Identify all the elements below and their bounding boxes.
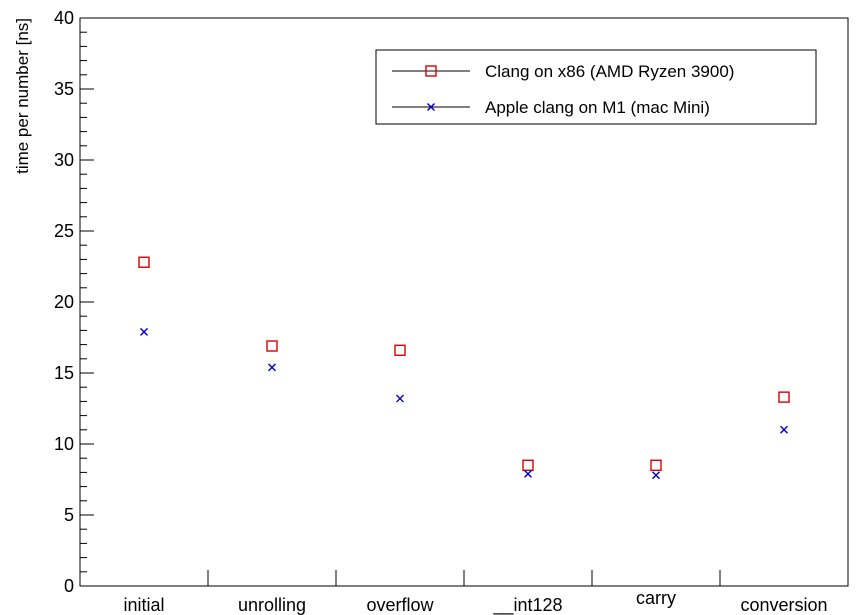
y-tick-label: 30 (54, 150, 74, 170)
data-point (778, 391, 790, 403)
marker-cross-stroke (524, 469, 532, 478)
data-points (138, 256, 790, 480)
marker-square (425, 65, 437, 77)
x-category-label: carry (636, 588, 676, 608)
marker-square (522, 459, 534, 471)
x-category-label: initial (123, 595, 164, 615)
y-tick-label: 35 (54, 79, 74, 99)
data-point (394, 344, 406, 356)
y-tick-label: 25 (54, 221, 74, 241)
data-point (396, 394, 404, 403)
x-category-label: __int128 (492, 595, 562, 615)
marker-cross-stroke (652, 471, 660, 480)
legend-label: Apple clang on M1 (mac Mini) (485, 98, 710, 117)
data-point (140, 327, 148, 336)
marker-square (138, 256, 150, 268)
y-tick-label: 5 (64, 505, 74, 525)
marker-square (266, 340, 278, 352)
marker-cross-stroke (427, 103, 435, 111)
legend-entry: Clang on x86 (AMD Ryzen 3900) (392, 62, 734, 81)
marker-cross-stroke (140, 327, 148, 336)
marker-square (394, 344, 406, 356)
series-1 (140, 327, 788, 480)
marker-cross (396, 394, 404, 403)
x-category-label: conversion (740, 595, 827, 615)
data-point (268, 363, 276, 372)
data-point (266, 340, 278, 352)
x-category-label: overflow (366, 595, 434, 615)
y-axis-ticks: 0 5 10 15 20 25 30 35 40 (54, 8, 94, 596)
marker-cross-stroke (780, 425, 788, 434)
data-point (652, 471, 660, 480)
legend-entry: Apple clang on M1 (mac Mini) (392, 98, 710, 117)
data-point (650, 459, 662, 471)
series-0 (138, 256, 790, 471)
marker-cross-stroke (396, 394, 404, 403)
marker-cross (524, 469, 532, 478)
legend-label: Clang on x86 (AMD Ryzen 3900) (485, 62, 734, 81)
marker-square (778, 391, 790, 403)
legend: Clang on x86 (AMD Ryzen 3900) Apple clang… (375, 49, 817, 125)
legend-box (375, 49, 817, 125)
marker-cross (268, 363, 276, 372)
y-axis-label: time per number [ns] (13, 18, 32, 174)
marker-cross (652, 471, 660, 480)
data-point (138, 256, 150, 268)
y-tick-label: 15 (54, 363, 74, 383)
data-point (524, 469, 532, 478)
marker-cross (427, 103, 435, 111)
marker-cross-stroke (268, 363, 276, 372)
marker-cross (140, 327, 148, 336)
data-point (522, 459, 534, 471)
y-tick-label: 20 (54, 292, 74, 312)
x-category-label: unrolling (238, 595, 306, 615)
data-point (780, 425, 788, 434)
x-axis-ticks: initial unrolling overflow __int128 carry con… (123, 570, 828, 615)
y-tick-label: 40 (54, 8, 74, 28)
marker-square (650, 459, 662, 471)
marker-cross (780, 425, 788, 434)
y-tick-label: 10 (54, 434, 74, 454)
y-tick-label: 0 (64, 576, 74, 596)
